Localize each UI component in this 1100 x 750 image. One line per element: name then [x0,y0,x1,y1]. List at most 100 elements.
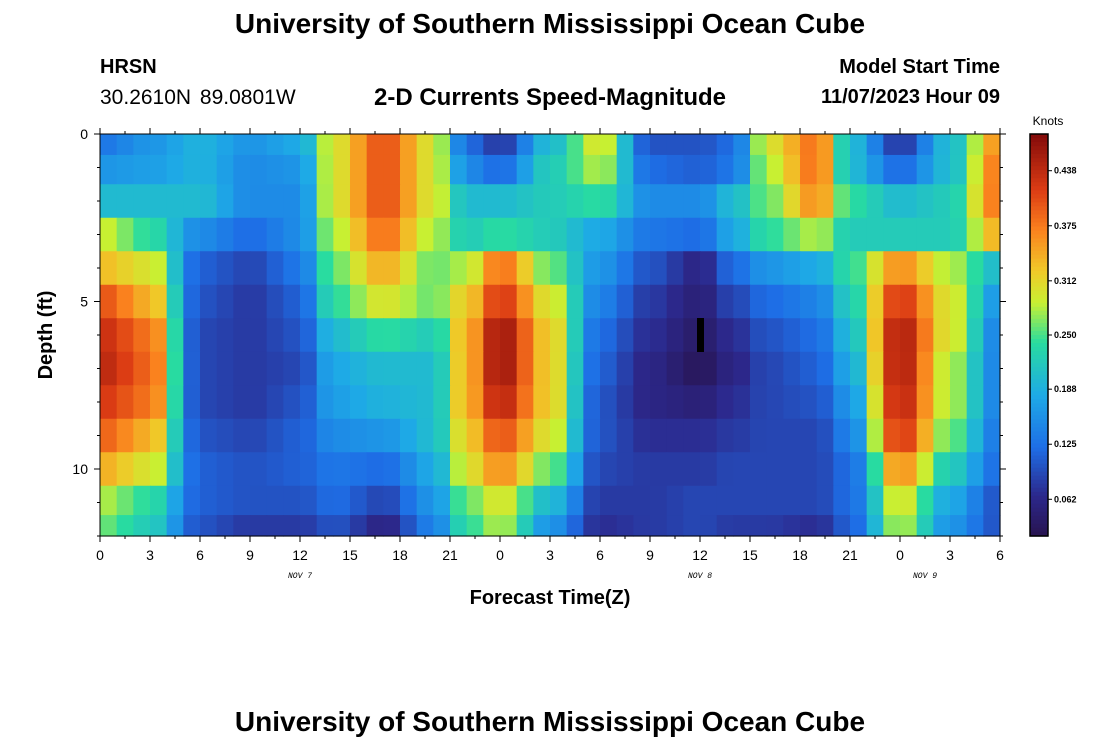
colorbar-segment [1030,318,1048,324]
heatmap-cell [750,217,768,252]
heatmap-cell [333,452,351,487]
heatmap-cell [516,217,534,252]
heatmap-cell [916,217,934,252]
heatmap-cell [966,284,984,319]
heatmap-cell [266,134,284,156]
heatmap-cell [433,485,451,516]
heatmap-cell [666,184,684,219]
colorbar-segment [1030,146,1048,151]
bottom-title: University of Southern Mississippi Ocean… [234,706,866,737]
heatmap-cell [650,385,668,420]
heatmap-cell [850,184,868,219]
heatmap-cell [350,418,368,453]
colorbar-segment [1030,351,1048,356]
heatmap-cell [383,515,401,537]
heatmap-cell [483,154,501,185]
heatmap-cell [950,184,968,219]
heatmap-cell [616,134,634,156]
heatmap-cell [600,485,618,516]
heatmap-cell [233,251,251,286]
heatmap-cell [600,154,618,185]
heatmap-cell [816,184,834,219]
heatmap-cell [716,452,734,487]
heatmap-cell [716,217,734,252]
heatmap-cell [550,284,568,319]
heatmap-cell [983,154,1001,185]
heatmap-cell [883,217,901,252]
heatmap-cell [450,385,468,420]
heatmap-cell [983,485,1001,516]
heatmap-cell [300,515,318,537]
heatmap-cell [800,154,818,185]
colorbar-segment [1030,314,1048,320]
heatmap-cell [450,134,468,156]
heatmap-cell [550,418,568,453]
colorbar-segment [1030,427,1048,433]
heatmap-cell [100,385,118,420]
heatmap-cell [400,452,418,487]
heatmap-cell [833,452,851,487]
heatmap-cell [683,515,701,537]
heatmap-cell [116,515,134,537]
colorbar-segment [1030,435,1048,441]
heatmap-cell [783,184,801,219]
heatmap-cell [883,452,901,487]
heatmap-cell [516,485,534,516]
heatmap-cell [883,318,901,353]
heatmap-cell [600,284,618,319]
heatmap-cell [683,351,701,386]
heatmap-cell [166,351,184,386]
heatmap-cell [400,515,418,537]
heatmap-cell [850,318,868,353]
heatmap-cell [600,217,618,252]
heatmap-cell [150,385,168,420]
heatmap-cell [933,217,951,252]
heatmap-cell [916,485,934,516]
heatmap-cell [550,485,568,516]
heatmap-cell [816,515,834,537]
heatmap-cell [183,452,201,487]
heatmap-cell [266,284,284,319]
heatmap-cell [950,318,968,353]
heatmap-cell [383,318,401,353]
heatmap-cell [833,184,851,219]
colorbar-segment [1030,407,1048,412]
colorbar-segment [1030,326,1048,332]
heatmap-cell [633,485,651,516]
colorbar-segment [1030,531,1048,537]
heatmap-cell [583,485,601,516]
colorbar-segment [1030,302,1048,308]
heatmap-cell [800,351,818,386]
heatmap-cell [483,452,501,487]
heatmap-cell [200,385,218,420]
heatmap-cell [400,284,418,319]
heatmap-cell [200,452,218,487]
heatmap-cell [500,515,518,537]
heatmap-cell [200,318,218,353]
heatmap-cell [400,485,418,516]
heatmap-cell [916,184,934,219]
heatmap-cell [733,217,751,252]
heatmap-cell [516,318,534,353]
heatmap-cell [566,154,584,185]
colorbar-segment [1030,371,1048,376]
x-tick-label: 9 [646,547,654,563]
heatmap-cell [883,184,901,219]
colorbar-segment [1030,258,1048,264]
heatmap-cell [716,134,734,156]
colorbar-segment [1030,463,1048,469]
heatmap-cell [816,351,834,386]
heatmap-cell [750,184,768,219]
heatmap-cell [333,485,351,516]
heatmap-cell [583,251,601,286]
heatmap-cell [633,251,651,286]
heatmap-cell [700,184,718,219]
heatmap-cell [300,284,318,319]
heatmap-cell [133,251,151,286]
heatmap-cell [766,485,784,516]
heatmap-cell [383,154,401,185]
heatmap-cell [550,154,568,185]
heatmap-cell [566,217,584,252]
heatmap-cell [333,385,351,420]
heatmap-cell [383,351,401,386]
